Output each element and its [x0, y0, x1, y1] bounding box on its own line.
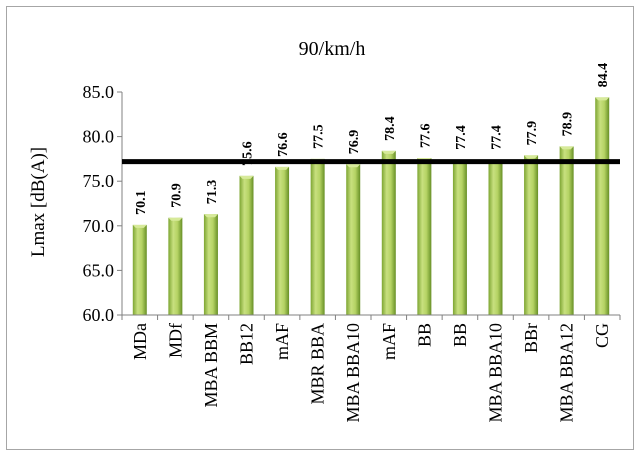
bar-body: [595, 97, 610, 316]
bar: [346, 164, 361, 315]
data-label: 84.4: [596, 63, 611, 88]
x-tick-label: BB12: [237, 323, 257, 365]
x-tick-label: mAF: [379, 323, 399, 360]
bar-top-bevel: [239, 175, 254, 179]
bar-body: [381, 150, 396, 315]
bar: [417, 158, 432, 315]
bar-top-bevel: [132, 224, 147, 228]
y-axis-label: Lmax [dB(A)]: [28, 147, 49, 257]
bar: [132, 224, 147, 315]
data-label: 78.9: [561, 112, 576, 137]
bar-top-bevel: [203, 214, 218, 218]
x-tick-label: MBA BBA10: [486, 323, 506, 423]
bar-top-bevel: [168, 217, 183, 221]
chart-title: 90/km/h: [299, 38, 366, 60]
bar-top-bevel: [524, 155, 539, 159]
x-tick-label: CG: [592, 323, 612, 348]
x-tick-label: MBA BBA10: [343, 323, 363, 423]
data-label: 78.4: [383, 116, 398, 141]
y-tick-label: 60.0: [83, 305, 115, 325]
bar: [559, 146, 574, 315]
bar-body: [488, 159, 503, 315]
bar-top-bevel: [346, 164, 361, 168]
x-tick-label: MDf: [165, 323, 185, 358]
data-label: 70.9: [169, 183, 184, 208]
y-tick-label: 75.0: [83, 171, 115, 191]
x-tick-label: BB: [450, 323, 470, 347]
bar-body: [275, 166, 290, 315]
x-tick-label: MBA BBM: [201, 323, 221, 408]
data-label: 77.4: [490, 125, 505, 150]
x-tick-label: BBr: [521, 323, 541, 353]
x-tick-label: MBR BBA: [308, 323, 328, 405]
bar-body: [132, 224, 147, 315]
bar: [524, 155, 539, 315]
y-tick-label: 70.0: [83, 216, 115, 236]
bar: [275, 166, 290, 315]
x-tick-label: MDa: [130, 323, 150, 360]
data-label: 76.6: [276, 132, 291, 157]
bar-top-bevel: [595, 97, 610, 101]
data-label: 70.1: [134, 190, 149, 215]
bar: [168, 217, 183, 315]
data-label: 77.5: [312, 124, 327, 149]
data-labels-group: 70.1 70.9 71.375.6 76.6 77.5 76.978.4 77.6 77.4…: [134, 63, 611, 215]
data-label: 71.3: [205, 180, 220, 205]
bar-body: [452, 159, 467, 315]
bar-body: [559, 146, 574, 315]
x-tick-label: MBA BBA12: [557, 323, 577, 423]
bar-body: [168, 217, 183, 315]
bar: [203, 214, 218, 315]
bar: [381, 150, 396, 315]
bar-top-bevel: [381, 150, 396, 154]
y-tick-label: 85.0: [83, 82, 115, 102]
bar-top-bevel: [275, 166, 290, 170]
bar: [239, 175, 254, 315]
bar: [595, 97, 610, 316]
bars-group: [132, 97, 610, 316]
bar-body: [417, 158, 432, 315]
bar-body: [310, 158, 325, 315]
data-label: 76.9: [347, 130, 362, 155]
y-tick-label: 65.0: [83, 260, 115, 280]
data-label: 77.6: [418, 124, 433, 149]
bar: [488, 159, 503, 315]
bar-body: [239, 175, 254, 315]
y-axis: 60.0 65.0 70.0 75.0 80.0 85.0: [83, 82, 123, 325]
bar-body: [524, 155, 539, 315]
data-label: 77.9: [525, 121, 540, 146]
x-axis: MDa MDf MBA BBM BB12 mAF MBR BBA MBA BBA10 mAF B…: [121, 314, 621, 423]
bar-top-bevel: [559, 146, 574, 150]
bar-body: [203, 214, 218, 315]
x-tick-label: mAF: [272, 323, 292, 360]
bar: [310, 158, 325, 315]
bar-body: [346, 164, 361, 315]
x-tick-label: BB: [414, 323, 434, 347]
data-label: 77.4: [454, 125, 469, 150]
bar: [452, 159, 467, 315]
y-tick-label: 80.0: [83, 127, 115, 147]
